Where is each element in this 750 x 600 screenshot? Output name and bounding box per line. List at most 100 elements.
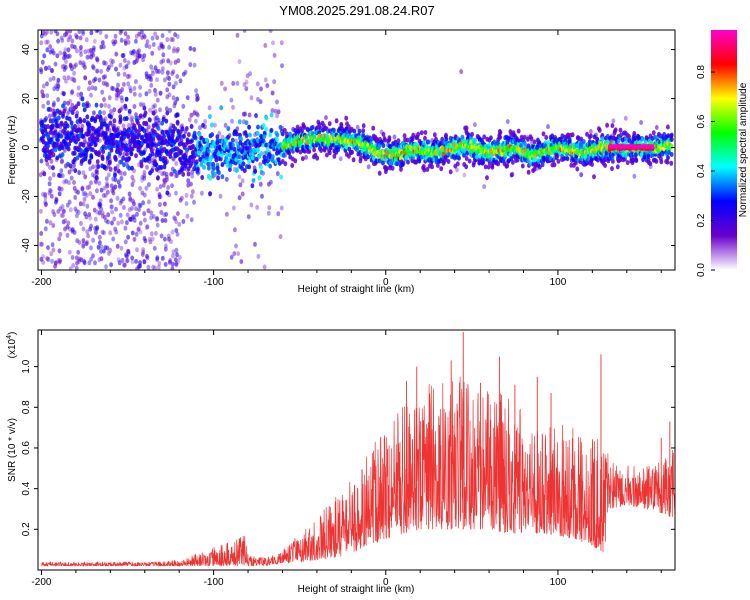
spectral-point [405,137,410,143]
spectral-point [509,172,514,178]
spectral-point [89,30,94,36]
spectral-point [259,164,263,170]
spectral-point [82,107,87,113]
spectral-point [52,100,56,106]
spectral-point [126,248,130,254]
spectral-point [124,143,129,149]
spectral-point [417,158,422,164]
spectral-point [84,37,89,43]
spectral-point [327,121,332,127]
spectral-point [383,137,387,143]
spectral-point [109,62,114,68]
spectral-point [43,192,47,198]
spectral-point [173,32,178,38]
spectral-point [55,31,60,37]
spectral-point [95,57,100,63]
spectral-point [276,211,281,217]
spectral-point [253,241,257,247]
spectral-point [131,178,136,184]
spectral-point [104,176,109,182]
spectral-point [109,262,113,268]
spectral-point [324,115,328,121]
spectral-point [128,88,133,94]
spectral-point [310,124,315,130]
spectral-point [174,247,179,253]
spectral-point [148,76,153,81]
spectral-point [250,183,255,189]
spectral-point [138,263,143,269]
spectral-point [167,81,172,87]
spectral-point [132,91,137,97]
spectral-point [108,166,113,172]
spectral-point [639,120,643,125]
spectral-point [152,245,157,251]
spectral-point [516,128,521,134]
spectral-point [41,191,45,197]
spectral-point [144,121,149,127]
spectral-point [110,220,114,226]
spectral-point [49,68,54,73]
spectral-point [125,220,129,226]
colorbar-ticks: 0.00.20.40.60.8 [696,65,715,277]
spectral-point [154,121,158,127]
spectral-point [116,92,121,98]
spectral-point [128,196,133,201]
chart-title: YM08.2025.291.08.24.R07 [279,3,434,18]
spectral-point [416,131,421,137]
spectral-point [82,118,87,124]
spectral-point [115,195,120,201]
spectral-point [81,30,85,35]
spectral-point [69,120,74,126]
spectral-point [125,151,129,157]
spectral-point [87,158,92,164]
spectral-point [187,117,192,123]
spectral-point [258,181,263,187]
snr-multiplier: (x104) [6,332,18,359]
spectral-point [210,122,214,128]
spectral-point [290,163,295,168]
spectral-point [77,240,82,245]
spectral-point [56,38,60,44]
spectral-point [142,192,147,198]
spectral-point [191,143,196,149]
spectral-point [89,153,94,159]
spectral-point [244,79,249,85]
y-tick-label: 0 [21,144,32,150]
spectral-point [127,108,132,114]
spectral-point [59,168,64,174]
spectral-point [92,110,96,116]
spectral-point [81,241,86,247]
spectral-point [196,166,200,172]
spectral-point [381,131,386,137]
spectral-point [93,86,98,91]
spectral-point [161,44,166,50]
spectral-point [75,34,79,40]
spectral-point [277,160,282,166]
spectral-point [142,34,147,40]
spectral-point [255,130,260,136]
spectral-point [77,30,82,35]
spectral-point [147,117,152,123]
spectral-point [101,74,106,80]
spectral-point [73,124,77,129]
spectral-point [74,104,78,110]
spectral-point [132,123,137,129]
spectral-point [147,44,152,50]
spectral-point [45,81,49,87]
spectral-point [44,66,48,71]
spectral-point [170,71,175,76]
spectral-point [181,133,186,139]
spectral-point [141,247,146,253]
spectral-point [422,167,427,173]
spectral-point [107,65,111,70]
spectral-point [78,35,83,41]
spectral-point [181,103,186,109]
spectral-point [68,98,73,104]
spectral-point [228,152,232,158]
spectral-point [40,89,45,95]
spectral-point [114,156,118,162]
spectral-point [470,131,474,137]
y-tick-label: 0.4 [21,481,32,495]
spectral-point [225,162,230,168]
spectral-point [56,97,60,102]
